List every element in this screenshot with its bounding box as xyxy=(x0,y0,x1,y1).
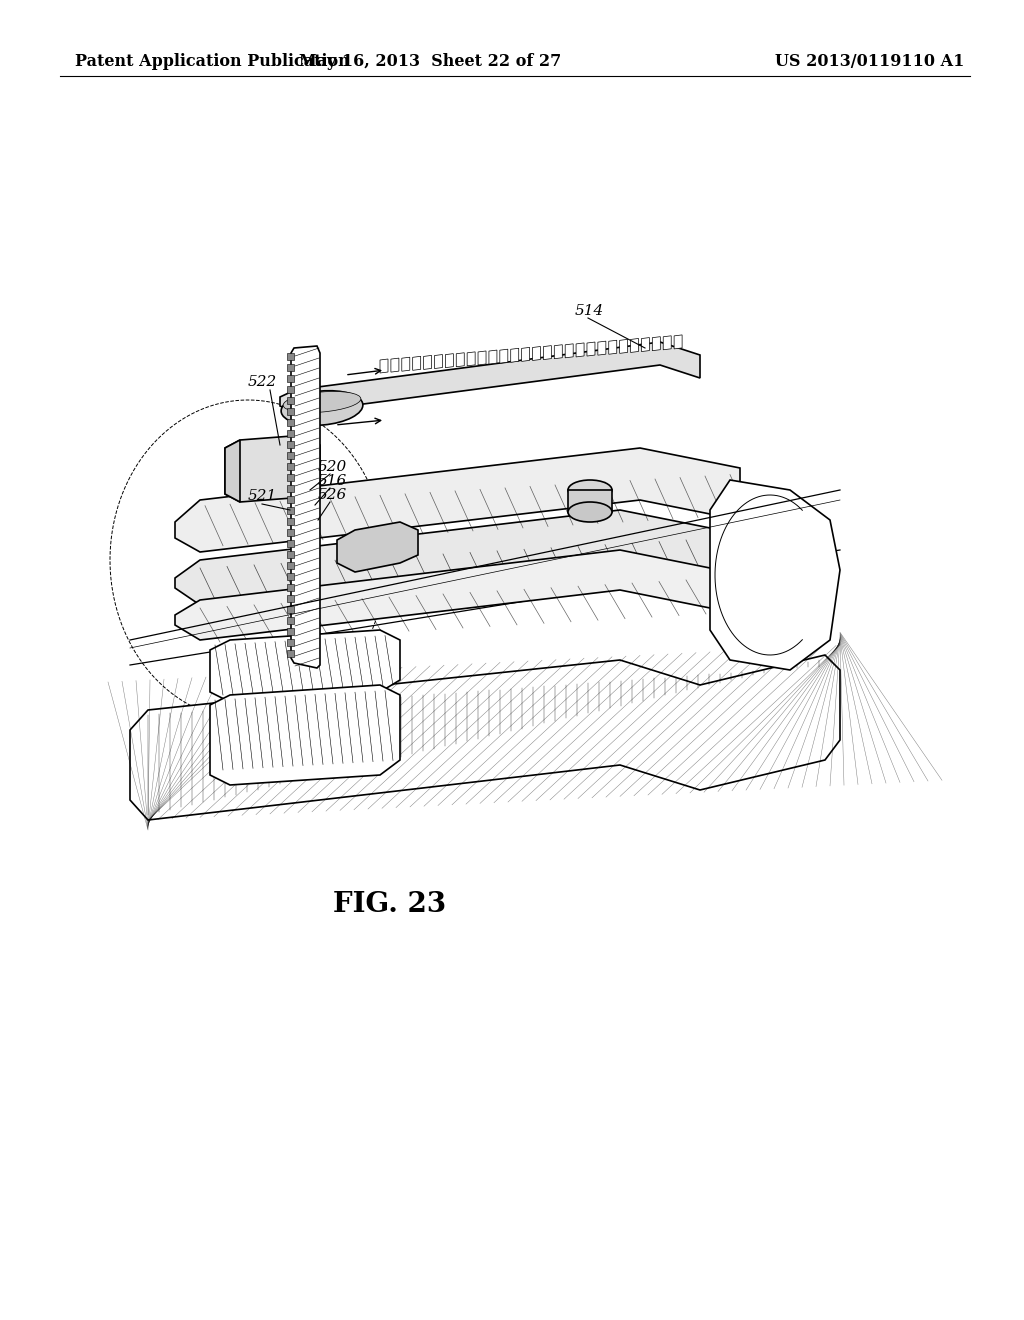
Polygon shape xyxy=(175,447,740,552)
Polygon shape xyxy=(445,354,454,368)
Bar xyxy=(287,408,294,414)
Text: 521: 521 xyxy=(248,488,278,503)
Polygon shape xyxy=(175,510,720,605)
Polygon shape xyxy=(478,351,486,364)
Polygon shape xyxy=(577,343,584,356)
Bar xyxy=(287,529,294,536)
Polygon shape xyxy=(652,337,660,351)
Polygon shape xyxy=(210,630,400,702)
Polygon shape xyxy=(413,356,421,371)
Polygon shape xyxy=(380,359,388,374)
Bar xyxy=(287,385,294,393)
Text: US 2013/0119110 A1: US 2013/0119110 A1 xyxy=(775,54,965,70)
Polygon shape xyxy=(210,685,400,785)
Polygon shape xyxy=(130,655,840,820)
Polygon shape xyxy=(674,335,682,348)
Bar xyxy=(287,606,294,612)
Text: FIG. 23: FIG. 23 xyxy=(334,891,446,919)
Polygon shape xyxy=(554,345,562,359)
Polygon shape xyxy=(608,341,616,354)
Text: Patent Application Publication: Patent Application Publication xyxy=(75,54,350,70)
Bar xyxy=(287,364,294,371)
Polygon shape xyxy=(467,352,475,366)
Polygon shape xyxy=(424,355,431,370)
Polygon shape xyxy=(337,521,418,572)
Polygon shape xyxy=(488,350,497,364)
Polygon shape xyxy=(521,347,529,362)
Bar xyxy=(287,628,294,635)
Polygon shape xyxy=(434,355,442,368)
Polygon shape xyxy=(401,358,410,371)
Polygon shape xyxy=(500,350,508,363)
Ellipse shape xyxy=(284,392,360,413)
Polygon shape xyxy=(620,339,628,354)
Polygon shape xyxy=(175,550,720,640)
Polygon shape xyxy=(457,352,464,367)
Text: 522: 522 xyxy=(248,375,278,389)
Polygon shape xyxy=(664,335,671,350)
Bar xyxy=(287,583,294,591)
Text: May 16, 2013  Sheet 22 of 27: May 16, 2013 Sheet 22 of 27 xyxy=(299,54,561,70)
Polygon shape xyxy=(291,346,319,668)
Bar xyxy=(287,397,294,404)
Bar xyxy=(287,595,294,602)
Bar xyxy=(287,649,294,657)
Bar xyxy=(287,573,294,579)
Text: 520: 520 xyxy=(318,459,347,474)
Text: 516: 516 xyxy=(318,474,347,488)
Bar xyxy=(287,517,294,525)
Bar xyxy=(287,352,294,360)
Ellipse shape xyxy=(568,502,612,521)
Polygon shape xyxy=(565,343,573,358)
Bar xyxy=(287,441,294,447)
Ellipse shape xyxy=(282,391,362,425)
Bar xyxy=(287,451,294,459)
Polygon shape xyxy=(631,338,639,352)
Bar xyxy=(287,540,294,546)
Polygon shape xyxy=(568,490,612,512)
Polygon shape xyxy=(391,358,399,372)
Text: 526: 526 xyxy=(318,488,347,502)
Bar xyxy=(287,474,294,480)
Polygon shape xyxy=(587,342,595,356)
Text: 514: 514 xyxy=(575,304,604,318)
Polygon shape xyxy=(511,348,519,362)
Bar xyxy=(287,375,294,381)
Bar xyxy=(287,484,294,492)
Polygon shape xyxy=(225,440,240,502)
Polygon shape xyxy=(544,346,551,359)
Bar xyxy=(287,639,294,645)
Bar xyxy=(287,507,294,513)
Polygon shape xyxy=(598,341,606,355)
Bar xyxy=(287,562,294,569)
Polygon shape xyxy=(641,338,649,351)
Bar xyxy=(287,550,294,558)
Ellipse shape xyxy=(568,480,612,500)
Bar xyxy=(287,496,294,503)
Bar xyxy=(287,430,294,437)
Bar xyxy=(287,463,294,470)
Polygon shape xyxy=(532,346,541,360)
Polygon shape xyxy=(710,480,840,671)
Polygon shape xyxy=(225,436,319,502)
Bar xyxy=(287,616,294,624)
Bar xyxy=(287,418,294,426)
Polygon shape xyxy=(280,342,700,413)
